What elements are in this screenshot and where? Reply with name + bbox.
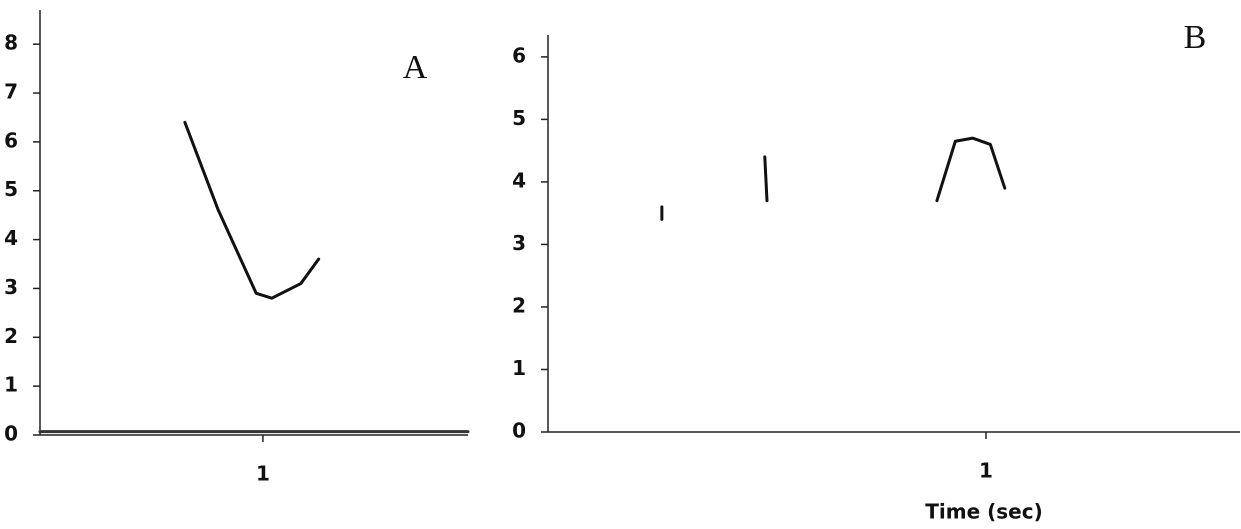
y-tick-label: 4 — [4, 226, 18, 250]
y-tick-label: 4 — [512, 168, 526, 192]
x-tick-label: 1 — [256, 462, 270, 486]
y-tick-label: 8 — [4, 31, 18, 55]
panel-label: B — [1184, 19, 1207, 56]
y-tick-label: 1 — [4, 373, 18, 397]
y-tick-label: 5 — [4, 177, 18, 201]
y-tick-label: 3 — [512, 231, 526, 255]
y-tick-label: 2 — [512, 293, 526, 317]
panel-label: A — [403, 49, 428, 86]
trace — [183, 120, 321, 300]
x-axis-label: Time (sec) — [925, 500, 1042, 524]
y-tick-label: 2 — [4, 324, 18, 348]
y-tick-label: 7 — [4, 80, 18, 104]
y-tick-label: 5 — [512, 106, 526, 130]
y-tick-label: 0 — [4, 422, 18, 446]
y-tick-label: 3 — [4, 275, 18, 299]
y-tick-label: 6 — [512, 43, 526, 67]
y-tick-label: 6 — [4, 128, 18, 152]
trace — [660, 136, 1007, 221]
y-tick-label: 0 — [512, 419, 526, 443]
x-tick-label: 1 — [979, 459, 993, 483]
y-tick-label: 1 — [512, 356, 526, 380]
